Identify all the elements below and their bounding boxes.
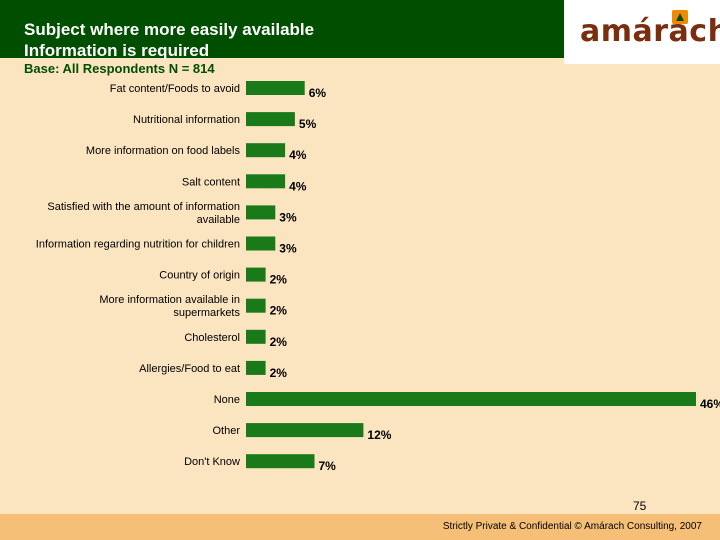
page-title: Subject where more easily available Info… (24, 19, 544, 61)
category-label-8: Cholesterol (184, 332, 240, 344)
category-label-7: More information available in supermarket… (99, 294, 240, 319)
category-label-0: Fat content/Foods to avoid (110, 83, 240, 95)
value-label-12: 7% (319, 459, 337, 473)
category-label-2: More information on food labels (86, 145, 241, 157)
category-label-1: Nutritional information (133, 114, 240, 126)
category-label-6: Country of origin (159, 270, 240, 282)
title-banner (0, 0, 564, 58)
bar-3 (246, 174, 286, 189)
bar-2 (246, 143, 286, 158)
bar-5 (246, 236, 276, 251)
bar-0 (246, 81, 305, 95)
value-label-7: 2% (270, 304, 288, 318)
category-label-10: None (214, 394, 240, 406)
value-label-5: 3% (279, 242, 297, 256)
footer-bar: Strictly Private & Confidential © Amárac… (0, 514, 720, 540)
bar-chart: 6% Fat content/Foods to avoid 5% Nutritiona… (36, 81, 720, 473)
value-label-0: 6% (309, 86, 327, 100)
value-label-10: 46% (700, 397, 720, 411)
logo-mark-icon (672, 10, 688, 24)
value-label-9: 2% (270, 366, 288, 380)
category-label-3: Salt content (182, 176, 240, 188)
category-label-12: Don't Know (184, 456, 240, 468)
value-label-11: 12% (367, 428, 391, 442)
bar-7 (246, 298, 266, 313)
bar-4 (246, 205, 276, 220)
logo-text: amárach (580, 14, 720, 49)
category-label-5: Information regarding nutrition for chil… (36, 239, 240, 251)
footer-copyright: Strictly Private & Confidential © Amárac… (442, 521, 702, 532)
bar-6 (246, 267, 266, 282)
value-label-6: 2% (270, 273, 288, 287)
logo: amárach (564, 0, 720, 64)
category-label-9: Allergies/Food to eat (139, 363, 240, 375)
page-number: 75 (633, 499, 647, 513)
bar-1 (246, 112, 295, 127)
value-label-4: 3% (279, 210, 297, 224)
bar-8 (246, 329, 266, 344)
bar-9 (246, 360, 266, 375)
value-label-3: 4% (289, 179, 307, 193)
base-subtitle: Base: All Respondents N = 814 (24, 61, 215, 76)
bar-10 (246, 392, 696, 406)
page-title-line-1: Subject where more easily available (24, 20, 315, 39)
category-label-4: Satisfied with the amount of information… (47, 201, 240, 226)
category-label-11: Other (212, 425, 240, 437)
value-label-8: 2% (270, 335, 288, 349)
value-label-1: 5% (299, 117, 317, 131)
value-label-2: 4% (289, 148, 307, 162)
bar-12 (246, 454, 315, 469)
bar-11 (246, 423, 364, 438)
page-title-line-2: Information is required (24, 41, 210, 60)
